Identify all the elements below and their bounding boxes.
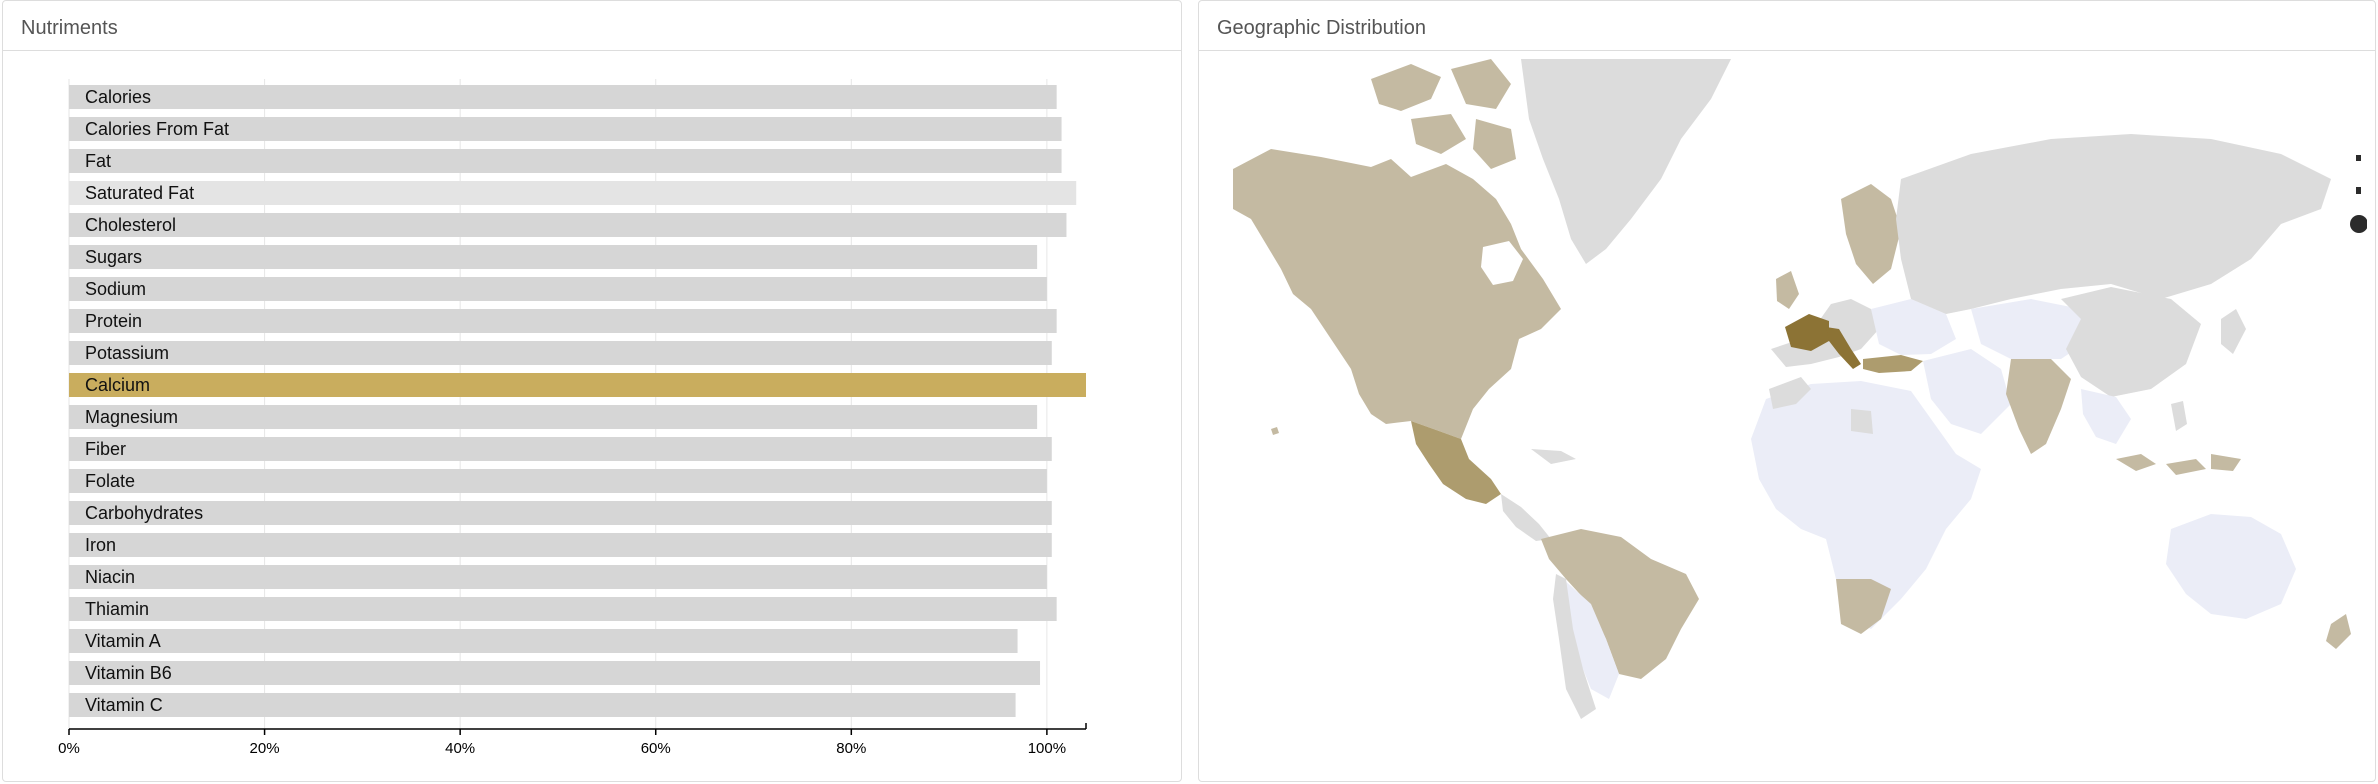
map-russia[interactable] <box>1896 134 2331 314</box>
map-middle-east[interactable] <box>1923 349 2011 434</box>
x-tick-label: 100% <box>1028 740 1066 757</box>
bar[interactable] <box>69 437 1052 461</box>
bar-label: Cholesterol <box>85 215 176 235</box>
map-southeast-asia[interactable] <box>2081 389 2131 444</box>
bar[interactable] <box>69 341 1052 365</box>
nutrients-panel: Nutriments Calories Calories From Fat Fat S… <box>2 0 1182 782</box>
bar[interactable] <box>69 149 1062 173</box>
map-north-africa[interactable] <box>1769 377 1873 434</box>
nutrients-bar-chart: Calories Calories From Fat Fat Saturated Fa… <box>58 79 1087 757</box>
map-greenland[interactable] <box>1521 59 1731 264</box>
bar[interactable] <box>69 597 1057 621</box>
bar-label: Calories From Fat <box>85 119 229 139</box>
bar-label: Fat <box>85 151 111 171</box>
map-new-zealand[interactable] <box>2326 614 2351 649</box>
bar-label: Protein <box>85 311 142 331</box>
bar[interactable] <box>69 213 1067 237</box>
map-marker-tiny[interactable] <box>2356 155 2361 161</box>
bar-label: Calories <box>85 87 151 107</box>
nutrients-panel-title: Nutriments <box>3 1 1181 51</box>
bar-label: Saturated Fat <box>85 183 194 203</box>
bar-label: Calcium <box>85 375 150 395</box>
bar-label: Vitamin C <box>85 695 163 715</box>
map-canadian-islands[interactable] <box>1371 59 1516 169</box>
bar[interactable] <box>69 501 1052 525</box>
map-china[interactable] <box>2061 287 2201 397</box>
x-tick-label: 40% <box>445 740 475 757</box>
geo-panel: Geographic Distribution <box>1198 0 2376 782</box>
map-indonesia[interactable] <box>2116 454 2241 475</box>
map-eastern-europe[interactable] <box>1871 299 1956 355</box>
map-japan[interactable] <box>2221 309 2246 354</box>
bar-label: Sodium <box>85 279 146 299</box>
map-hudson-bay <box>1481 241 1523 285</box>
bar-label: Iron <box>85 535 116 555</box>
map-australia[interactable] <box>2166 514 2296 619</box>
map-chile[interactable] <box>1553 574 1596 719</box>
bar[interactable] <box>69 565 1047 589</box>
bar-label: Thiamin <box>85 599 149 619</box>
bar-label: Niacin <box>85 567 135 587</box>
map-central-asia[interactable] <box>1971 299 2091 359</box>
map-mexico[interactable] <box>1411 421 1501 504</box>
map-turkey[interactable] <box>1863 355 1923 373</box>
bar-label: Potassium <box>85 343 169 363</box>
bar[interactable] <box>69 469 1047 493</box>
bar-label: Folate <box>85 471 135 491</box>
bar[interactable] <box>69 405 1038 429</box>
bar[interactable] <box>69 309 1057 333</box>
map-hawaii[interactable] <box>1271 427 1279 435</box>
map-france[interactable] <box>1785 314 1829 351</box>
map-southern-cone[interactable] <box>1563 579 1619 699</box>
bar[interactable] <box>69 277 1047 301</box>
map-north-america[interactable] <box>1233 149 1561 439</box>
x-tick-label: 0% <box>58 740 80 757</box>
map-southern-africa[interactable] <box>1836 579 1891 634</box>
bar[interactable] <box>69 181 1077 205</box>
bar-label: Vitamin A <box>85 631 161 651</box>
bar-label: Carbohydrates <box>85 503 203 523</box>
map-central-america[interactable] <box>1501 449 1576 541</box>
bar[interactable] <box>69 661 1041 685</box>
x-tick-label: 80% <box>836 740 866 757</box>
map-philippines[interactable] <box>2171 401 2187 431</box>
bar[interactable] <box>69 117 1062 141</box>
map-italy[interactable] <box>1826 327 1861 369</box>
map-india[interactable] <box>2006 359 2071 454</box>
bar[interactable] <box>69 629 1018 653</box>
map-south-america[interactable] <box>1541 529 1699 679</box>
x-tick-label: 20% <box>250 740 280 757</box>
map-scandinavia[interactable] <box>1841 184 1901 284</box>
x-tick-label: 60% <box>641 740 671 757</box>
map-uk[interactable] <box>1776 271 1799 309</box>
bar[interactable] <box>69 245 1038 269</box>
world-map[interactable] <box>1211 59 2367 719</box>
bar-label: Vitamin B6 <box>85 663 172 683</box>
bar[interactable] <box>69 693 1016 717</box>
bar-label: Sugars <box>85 247 142 267</box>
map-marker-large[interactable] <box>2350 215 2367 233</box>
geo-panel-title: Geographic Distribution <box>1199 1 2375 51</box>
map-marker-small[interactable] <box>2356 187 2361 194</box>
bar[interactable] <box>69 373 1086 397</box>
bar[interactable] <box>69 85 1057 109</box>
bar-label: Fiber <box>85 439 126 459</box>
bar-label: Magnesium <box>85 407 178 427</box>
bar[interactable] <box>69 533 1052 557</box>
map-africa[interactable] <box>1751 381 1981 629</box>
